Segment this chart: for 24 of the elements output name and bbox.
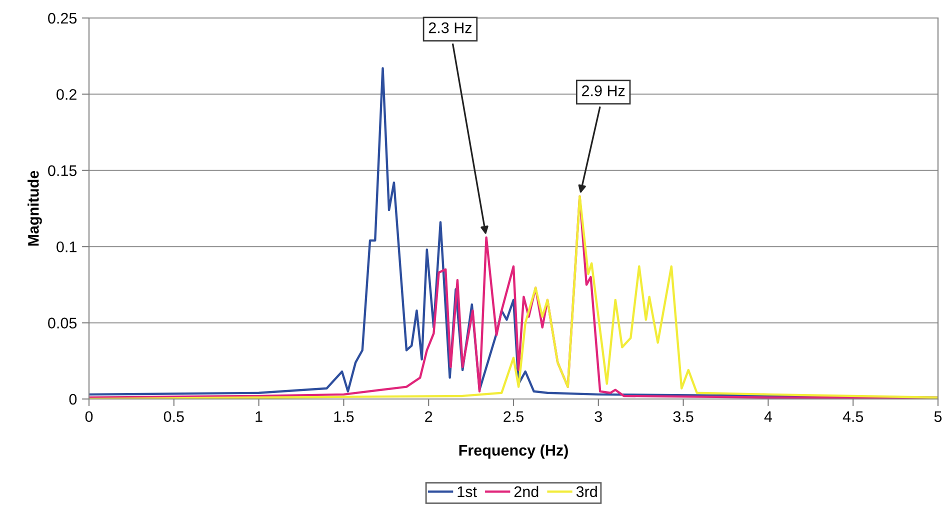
- x-tick-label: 4.5: [842, 411, 864, 422]
- x-tick-label: 1: [256, 411, 262, 422]
- x-tick-label: 4: [764, 411, 772, 422]
- x-tick-label: 0.5: [164, 411, 184, 422]
- annotation: 2.3 Hz: [428, 22, 472, 34]
- x-tick-label: 2: [425, 411, 432, 422]
- annotation: 2.9 Hz: [582, 85, 625, 96]
- y-tick-label: 0.15: [48, 165, 77, 176]
- x-tick-label: 0: [85, 411, 93, 422]
- y-tick-label: 0.25: [48, 12, 77, 24]
- x-axis-title: Frequency (Hz): [459, 444, 568, 459]
- y-axis-title: Magnitude: [28, 170, 42, 246]
- legend-label: 2nd: [514, 486, 538, 498]
- x-tick-label: 1.5: [334, 411, 354, 422]
- legend-label: 1st: [458, 486, 477, 498]
- x-tick-label: 3: [594, 411, 602, 422]
- y-tick-label: 0: [69, 394, 77, 405]
- y-tick-label: 0.2: [56, 89, 76, 100]
- y-tick-label: 0.1: [56, 241, 76, 252]
- x-tick-label: 2.5: [504, 411, 524, 422]
- x-tick-label: 5: [934, 411, 942, 422]
- legend-label: 3rd: [576, 486, 597, 498]
- x-tick-label: 3.5: [673, 411, 694, 422]
- y-tick-label: 0.05: [48, 318, 77, 328]
